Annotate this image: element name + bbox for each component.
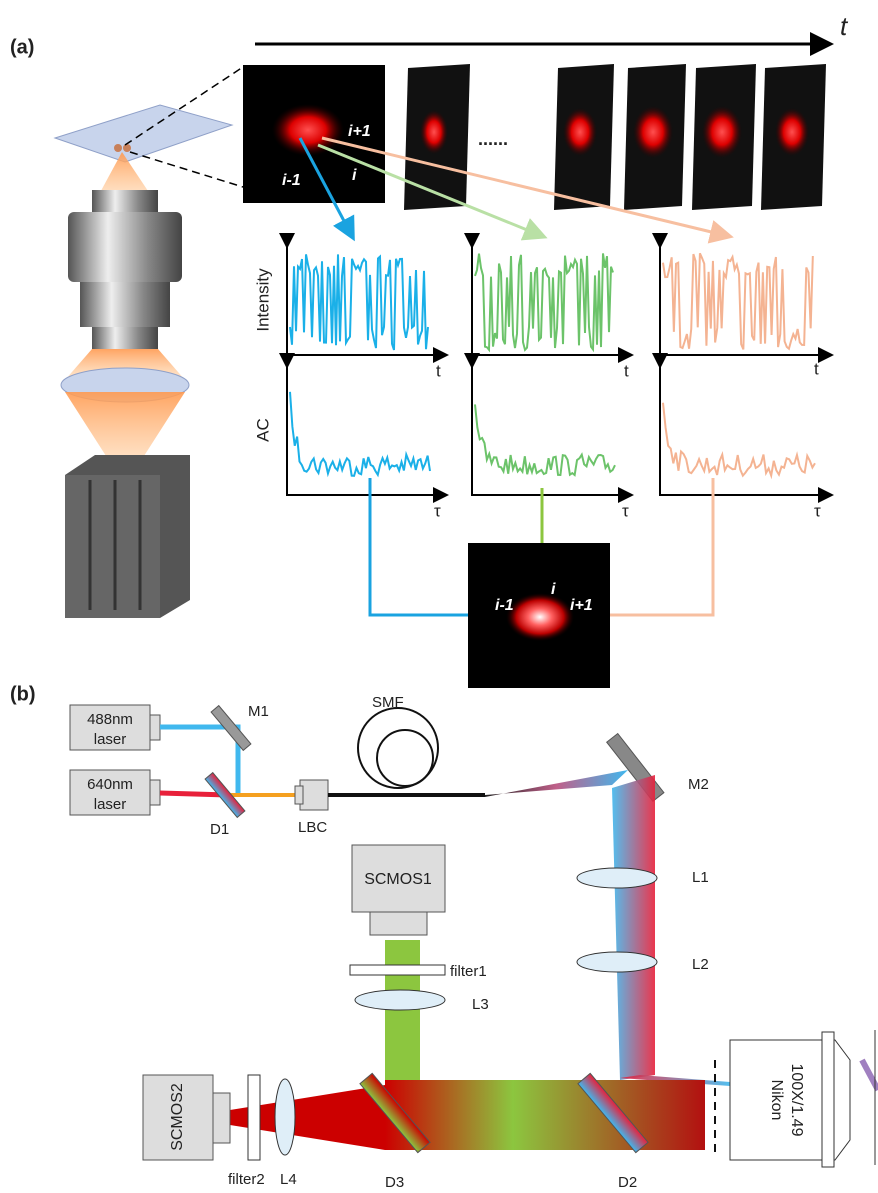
- pixel-label: i: [352, 167, 357, 184]
- x-axis-label: t: [436, 361, 441, 380]
- x-axis-label: t: [624, 361, 629, 380]
- axis: [472, 365, 630, 495]
- label: L1: [692, 869, 709, 886]
- label: laser: [94, 731, 127, 748]
- label: filter2: [228, 1171, 265, 1188]
- label: D3: [385, 1174, 404, 1191]
- panel-label: (a): [10, 36, 34, 58]
- label: D1: [210, 821, 229, 838]
- psf: [506, 593, 574, 641]
- y-axis-label: Intensity: [253, 268, 272, 332]
- trace: [290, 254, 428, 350]
- pixel-label: i+1: [570, 597, 593, 614]
- trace: [475, 404, 615, 475]
- x-axis-label: τ: [814, 501, 821, 520]
- axis: [660, 365, 830, 495]
- label: L3: [472, 996, 489, 1013]
- setup: [70, 705, 878, 1167]
- label: 100X/1.49: [788, 1064, 805, 1137]
- label: LBC: [298, 819, 327, 836]
- label: M1: [248, 703, 269, 720]
- label: 488nm: [87, 711, 133, 728]
- pixel-label: i+1: [348, 123, 371, 140]
- label: SCMOS1: [364, 871, 432, 888]
- axis: [287, 365, 445, 495]
- pixel-label: i-1: [282, 172, 301, 189]
- psf: [272, 104, 344, 156]
- trace: [663, 403, 815, 476]
- label: L2: [692, 956, 709, 973]
- x-axis-label: τ: [434, 501, 441, 520]
- label: M2: [688, 776, 709, 793]
- y-axis-label: AC: [253, 418, 272, 442]
- x-axis-label: t: [814, 359, 819, 378]
- microscope: [55, 67, 243, 618]
- label: laser: [94, 796, 127, 813]
- label: filter1: [450, 963, 487, 980]
- trace: [663, 253, 813, 349]
- label: Nikon: [768, 1080, 785, 1121]
- trace: [290, 392, 430, 476]
- label: D2: [618, 1174, 637, 1191]
- label: SMF: [372, 694, 404, 711]
- x-axis-label: τ: [622, 501, 629, 520]
- pixel-label: i: [551, 581, 556, 598]
- frames: [404, 64, 826, 210]
- time-label: t: [840, 11, 849, 41]
- label: SCMOS2: [169, 1083, 186, 1151]
- ellipsis: ......: [478, 129, 508, 149]
- pixel-label: i-1: [495, 597, 514, 614]
- trace: [475, 253, 613, 349]
- panel-label: (b): [10, 683, 36, 705]
- label: L4: [280, 1171, 297, 1188]
- label: 640nm: [87, 776, 133, 793]
- figure: (a) t ...... i-1 i i+1 Intensity AC t t …: [0, 0, 878, 1193]
